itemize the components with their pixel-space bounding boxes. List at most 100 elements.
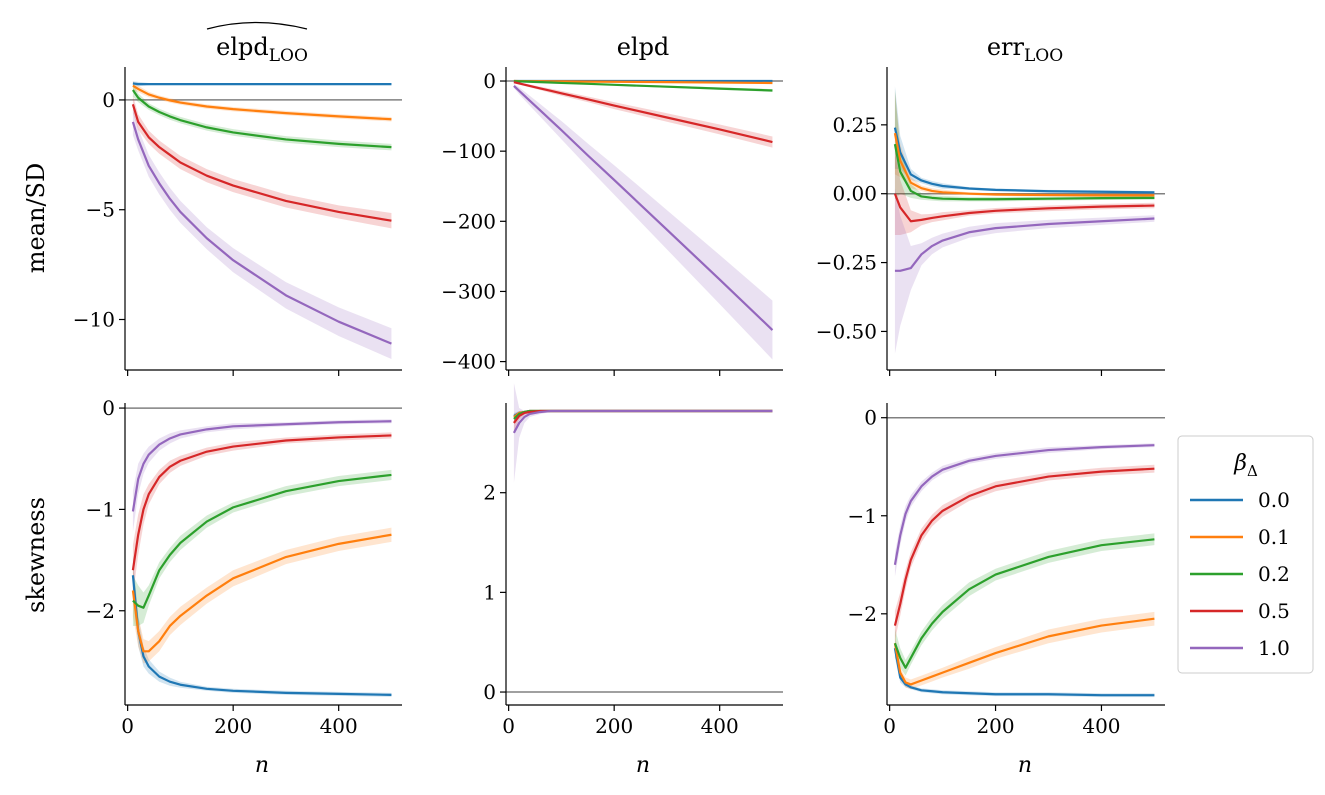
series-line-0.5	[513, 81, 773, 144]
series-line-0.2	[132, 473, 392, 609]
y-tick-label: −1	[848, 504, 877, 528]
y-tick-label: −200	[441, 209, 496, 233]
y-tick-label: −10	[73, 308, 115, 332]
x-tick-label: 0	[883, 714, 896, 738]
legend-label-1.0: 1.0	[1258, 636, 1290, 660]
series-line-1.0	[894, 217, 1155, 272]
series-line-1.0	[893, 444, 1155, 565]
band-0.5	[513, 409, 773, 431]
band-1.0	[513, 83, 773, 360]
panel-r1-c2: 0 −1 −2 0 200 400	[848, 403, 1165, 738]
band-0.2	[894, 533, 1155, 676]
x-label-col-1: n	[636, 753, 650, 778]
y-tick-label: 0	[483, 680, 496, 704]
legend-title: βΔ	[1233, 451, 1258, 480]
legend-title-subscript: Δ	[1247, 462, 1258, 480]
series-line-0.2	[132, 89, 392, 149]
series-line-0.5	[513, 409, 773, 424]
series-line-0.0	[893, 647, 1155, 697]
series-line-0.5	[893, 193, 1155, 223]
band-0.2	[132, 469, 392, 626]
col-title-err-loo-text: err	[987, 33, 1025, 61]
legend-label-0.5: 0.5	[1258, 599, 1290, 623]
series-line-0.5	[131, 434, 392, 571]
y-tick-label: 2	[483, 481, 496, 505]
col-title-elpd: elpd	[617, 33, 670, 61]
y-tick-label: 0.00	[832, 182, 877, 206]
y-tick-label: −0.50	[816, 319, 877, 343]
x-tick-label: 0	[502, 714, 515, 738]
x-label-col-2: n	[1018, 753, 1032, 778]
series-line-0.5	[131, 104, 392, 222]
band-0.5	[132, 95, 392, 229]
y-tick-label: 0	[864, 406, 877, 430]
x-tick-label: 0	[121, 714, 134, 738]
series-line-1.0	[513, 85, 774, 331]
series-line-1.0	[512, 409, 773, 434]
y-tick-label: −300	[441, 279, 496, 303]
band-1.0	[894, 443, 1155, 577]
series-line-0.0	[893, 127, 1155, 194]
x-tick-label: 400	[320, 714, 358, 738]
panel-r1-c0: 0 −1 −2 0 200 400	[86, 396, 402, 738]
series-line-0.2	[513, 80, 773, 92]
svg-text:elpdLOO: elpdLOO	[216, 33, 308, 66]
row-label-skewness: skewness	[22, 497, 50, 613]
y-tick-label: −2	[848, 602, 877, 626]
x-tick-label: 400	[701, 714, 739, 738]
x-tick-label: 200	[595, 714, 633, 738]
series-line-1.0	[131, 121, 392, 345]
y-tick-label: 0	[483, 69, 496, 93]
series-line-0.1	[893, 617, 1155, 686]
y-tick-label: −400	[441, 350, 496, 374]
col-title-err-loo: errLOO	[987, 33, 1063, 66]
x-tick-label: 200	[976, 714, 1014, 738]
legend-frame	[1177, 435, 1314, 674]
series-line-0.2	[513, 409, 773, 420]
band-1.0	[513, 383, 773, 483]
legend-label-0.2: 0.2	[1258, 562, 1290, 586]
row-label-mean-sd: mean/SD	[22, 163, 50, 274]
legend-label-0.1: 0.1	[1258, 525, 1290, 549]
series-line-0.2	[893, 143, 1155, 201]
series-line-0.5	[893, 467, 1155, 626]
col-title-err-loo-subscript: LOO	[1024, 46, 1063, 66]
band-0.1	[132, 527, 392, 664]
band-1.0	[894, 188, 1155, 354]
band-0.0	[894, 86, 1155, 194]
y-tick-label: 0	[102, 88, 115, 112]
band-0.1	[894, 611, 1155, 690]
y-tick-label: −100	[441, 139, 496, 163]
series-line-0.1	[893, 132, 1155, 197]
x-label-col-0: n	[255, 753, 269, 778]
col-title-elpd-loo-text: elpd	[216, 33, 269, 61]
panel-r0-c0: 0 −5 −10	[73, 67, 402, 376]
panels: 0−5−100−100−200−300−4000.250.00−0.25−0.5…	[73, 67, 1165, 738]
y-tick-label: −0.25	[816, 251, 877, 275]
series-line-0.1	[132, 84, 392, 121]
legend-label-0.0: 0.0	[1258, 488, 1290, 512]
y-tick-label: −1	[86, 497, 115, 521]
panel-r0-c2: 0.25 0.00 −0.25 −0.50	[816, 67, 1165, 376]
y-tick-label: −5	[86, 198, 115, 222]
band-0.1	[894, 91, 1155, 197]
x-tick-label: 200	[214, 714, 252, 738]
col-title-elpd-loo-subscript: LOO	[269, 46, 308, 66]
series-line-0.1	[131, 533, 392, 653]
legend-title-text: β	[1233, 451, 1247, 476]
legend-entries: 0.0 0.1 0.2 0.5 1.0	[1190, 488, 1290, 660]
series-line-0.2	[893, 538, 1155, 669]
series-line-0.0	[131, 575, 392, 696]
panel-r0-c1: 0 −100 −200 −300 −400	[441, 67, 783, 376]
legend: βΔ 0.0 0.1 0.2 0.5 1.0	[1177, 435, 1314, 674]
y-tick-label: −2	[86, 599, 115, 623]
band-0.5	[894, 464, 1155, 641]
hat-accent	[206, 21, 308, 30]
y-tick-label: 1	[483, 580, 496, 604]
series-line-1.0	[131, 420, 392, 512]
col-title-elpd-loo: elpdLOO	[206, 21, 308, 66]
series-line-0.0	[132, 82, 392, 86]
y-tick-label: 0.25	[832, 113, 877, 137]
x-tick-label: 400	[1082, 714, 1120, 738]
